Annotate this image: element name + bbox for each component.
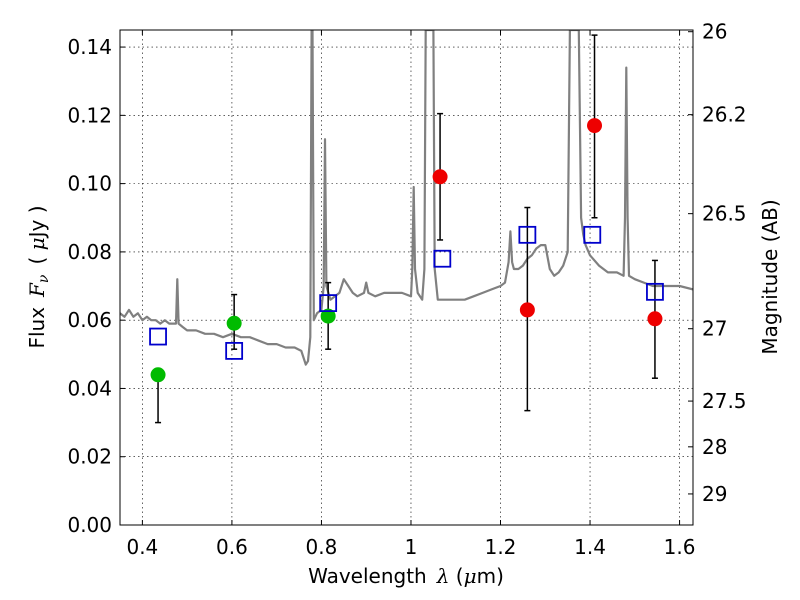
data-point-square	[149, 327, 167, 346]
x-tick-label: 1	[405, 535, 418, 559]
data-point-square	[433, 249, 452, 268]
x-tick-label: 0.8	[306, 535, 338, 559]
x-tick-label: 0.6	[216, 535, 248, 559]
y2-tick-label: 28	[702, 435, 727, 459]
spectrum-layer	[120, 30, 693, 366]
x-axis-label: Wavelength	[308, 564, 427, 588]
y-axis-symbol: F	[25, 282, 49, 298]
x-axis-unit-close: m)	[477, 564, 504, 588]
y-tick-label: 0.02	[67, 445, 112, 469]
x-axis-unit-open: (	[449, 564, 463, 588]
data-point-circle	[226, 315, 242, 331]
data-point-square	[583, 225, 602, 244]
plot-frame	[119, 29, 694, 526]
y-tick-label: 0.06	[67, 308, 112, 332]
y-axis-unit-open: (	[25, 250, 49, 264]
x-tick-label: 0.4	[126, 535, 158, 559]
y-tick-label: 0.10	[67, 172, 112, 196]
x-tick-label: 1.6	[664, 535, 696, 559]
data-point-circle	[320, 308, 336, 324]
y-axis-title: Flux Fν ( μJy )	[25, 205, 52, 348]
data-point-circle	[432, 169, 448, 185]
plot-area	[120, 30, 693, 525]
y-tick-label: 0.12	[67, 103, 112, 127]
spectrum-line	[120, 30, 693, 366]
data-point-circle	[519, 302, 535, 318]
y-axis-symbol-sub: ν	[36, 274, 52, 283]
y2-tick-label: 27	[702, 317, 727, 341]
ticks: 0.4 0.6 0.8 1 1.2 1.4 1.6 0.00 0.02 0.04 0.06 0.08 0…	[67, 20, 746, 559]
data-point-circle	[647, 311, 663, 327]
x-axis-symbol: λ	[436, 564, 450, 588]
data-point-circle	[587, 118, 603, 134]
data-point-square	[319, 294, 338, 313]
y-axis-label: Flux	[25, 307, 49, 349]
y2-tick-label: 27.5	[702, 389, 747, 413]
y2-tick-label: 26	[702, 20, 727, 44]
y-tick-label: 0.14	[67, 35, 112, 59]
x-tick-label: 1.4	[574, 535, 606, 559]
x-tick-label: 1.2	[485, 535, 517, 559]
y2-tick-label: 29	[702, 482, 727, 506]
y-tick-label: 0.00	[67, 513, 112, 537]
y-tick-label: 0.08	[67, 240, 112, 264]
x-axis-title: Wavelength λ (μm)	[308, 564, 504, 588]
y-axis-unit-close: Jy )	[25, 205, 49, 239]
y2-axis-title: Magnitude (AB)	[758, 199, 782, 354]
x-axis-unit-mu: μ	[464, 564, 477, 588]
data-point-square	[646, 282, 664, 301]
data-point-square	[225, 341, 244, 360]
data-point-square	[518, 225, 537, 244]
data-point-circle	[150, 367, 166, 383]
y2-tick-label: 26.2	[702, 103, 747, 127]
y-tick-label: 0.04	[67, 376, 112, 400]
y2-tick-label: 26.5	[702, 202, 747, 226]
y-axis-unit-mu: μ	[25, 237, 49, 250]
series-layer	[149, 34, 664, 424]
